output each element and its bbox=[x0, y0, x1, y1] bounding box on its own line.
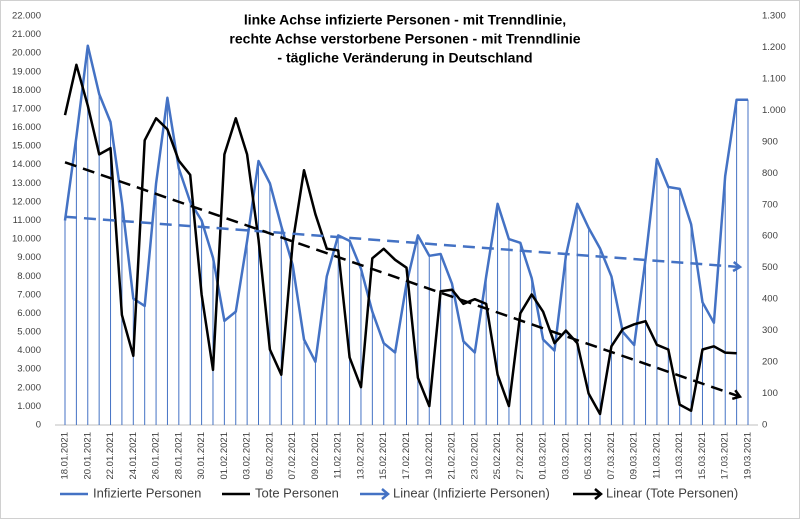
y-tick-label: 10.000 bbox=[12, 234, 41, 245]
legend-arrow bbox=[381, 488, 390, 500]
y-tick-label: 20.000 bbox=[12, 48, 41, 59]
x-tick-label: 28.01.2021 bbox=[173, 432, 184, 480]
y-tick-label: 9.000 bbox=[17, 252, 41, 263]
x-tick-label: 21.02.2021 bbox=[447, 432, 458, 480]
y-tick-label: 15.000 bbox=[12, 141, 41, 152]
x-tick-label: 24.01.2021 bbox=[128, 432, 139, 480]
y2-tick-label: 600 bbox=[762, 231, 778, 242]
x-tick-label: 13.02.2021 bbox=[355, 432, 366, 480]
trend-line bbox=[64, 161, 741, 398]
y-tick-label: 21.000 bbox=[12, 29, 41, 40]
x-tick-label: 17.02.2021 bbox=[401, 432, 412, 480]
legend-arrow bbox=[594, 488, 603, 500]
trend-arrow bbox=[732, 261, 743, 273]
y-tick-label: 0 bbox=[36, 420, 41, 431]
y-tick-label: 6.000 bbox=[17, 308, 41, 319]
y-tick-label: 19.000 bbox=[12, 66, 41, 77]
y-tick-label: 7.000 bbox=[17, 289, 41, 300]
y2-tick-label: 800 bbox=[762, 168, 778, 179]
x-tick-label: 11.03.2021 bbox=[651, 432, 662, 479]
y-tick-label: 1.000 bbox=[17, 401, 41, 412]
x-tick-label: 27.02.2021 bbox=[515, 432, 526, 480]
y2-tick-label: 500 bbox=[762, 262, 778, 273]
y-tick-label: 13.000 bbox=[12, 178, 41, 189]
trend-arrow bbox=[731, 389, 743, 400]
y2-tick-label: 400 bbox=[762, 294, 778, 305]
x-tick-label: 26.01.2021 bbox=[151, 432, 162, 480]
y-tick-label: 3.000 bbox=[17, 364, 41, 375]
y-tick-label: 12.000 bbox=[12, 196, 41, 207]
y-tick-label: 2.000 bbox=[17, 382, 41, 393]
x-tick-label: 03.03.2021 bbox=[560, 432, 571, 480]
x-tick-label: 15.02.2021 bbox=[378, 432, 389, 480]
x-tick-label: 20.01.2021 bbox=[82, 432, 93, 480]
x-tick-label: 19.02.2021 bbox=[424, 432, 435, 480]
x-tick-label: 15.03.2021 bbox=[697, 432, 708, 480]
x-tick-label: 18.01.2021 bbox=[60, 432, 71, 480]
chart-title: linke Achse infizierte Personen - mit Tr… bbox=[244, 12, 566, 28]
x-tick-label: 09.02.2021 bbox=[310, 432, 321, 480]
x-tick-label: 07.02.2021 bbox=[287, 432, 298, 480]
y-tick-label: 5.000 bbox=[17, 327, 41, 338]
y2-tick-label: 900 bbox=[762, 136, 778, 147]
y2-tick-label: 1.100 bbox=[762, 73, 786, 84]
x-tick-label: 30.01.2021 bbox=[196, 432, 207, 480]
y2-tick-label: 100 bbox=[762, 388, 778, 399]
y-tick-label: 11.000 bbox=[13, 215, 41, 226]
y2-tick-label: 1.300 bbox=[762, 11, 786, 22]
legend-label: Infizierte Personen bbox=[93, 485, 201, 500]
y2-tick-label: 300 bbox=[762, 325, 778, 336]
x-tick-label: 22.01.2021 bbox=[105, 432, 116, 480]
y-tick-label: 22.000 bbox=[12, 11, 41, 22]
chart-title: - tägliche Veränderung in Deutschland bbox=[277, 50, 532, 66]
y-tick-label: 18.000 bbox=[12, 85, 41, 96]
x-tick-label: 03.02.2021 bbox=[242, 432, 253, 480]
legend-label: Linear (Infizierte Personen) bbox=[393, 485, 550, 500]
x-tick-label: 23.02.2021 bbox=[469, 432, 480, 480]
x-tick-label: 11.02.2021 bbox=[333, 432, 344, 479]
x-tick-label: 19.03.2021 bbox=[743, 432, 754, 480]
y-tick-label: 4.000 bbox=[17, 345, 41, 356]
y2-tick-label: 1.200 bbox=[762, 42, 786, 53]
chart-title: rechte Achse verstorbene Personen - mit … bbox=[229, 31, 580, 47]
y-tick-label: 17.000 bbox=[12, 103, 41, 114]
x-tick-label: 07.03.2021 bbox=[606, 432, 617, 480]
y-tick-label: 14.000 bbox=[12, 159, 41, 170]
x-tick-label: 01.02.2021 bbox=[219, 432, 230, 480]
y2-tick-label: 200 bbox=[762, 357, 778, 368]
y2-tick-label: 0 bbox=[762, 420, 767, 431]
y-tick-label: 8.000 bbox=[17, 271, 41, 282]
x-tick-label: 13.03.2021 bbox=[674, 432, 685, 480]
series-line bbox=[63, 44, 748, 364]
x-tick-label: 01.03.2021 bbox=[538, 432, 549, 480]
legend-label: Linear (Tote Personen) bbox=[606, 485, 738, 500]
x-tick-label: 25.02.2021 bbox=[492, 432, 503, 480]
x-tick-label: 05.03.2021 bbox=[583, 432, 594, 480]
y2-tick-label: 700 bbox=[762, 199, 778, 210]
series-line bbox=[63, 63, 737, 416]
x-tick-label: 09.03.2021 bbox=[629, 432, 640, 480]
y-tick-label: 16.000 bbox=[12, 122, 41, 133]
x-tick-label: 05.02.2021 bbox=[264, 432, 275, 480]
y2-tick-label: 1.000 bbox=[762, 105, 786, 116]
x-tick-label: 17.03.2021 bbox=[720, 432, 731, 480]
legend-label: Tote Personen bbox=[255, 485, 339, 500]
